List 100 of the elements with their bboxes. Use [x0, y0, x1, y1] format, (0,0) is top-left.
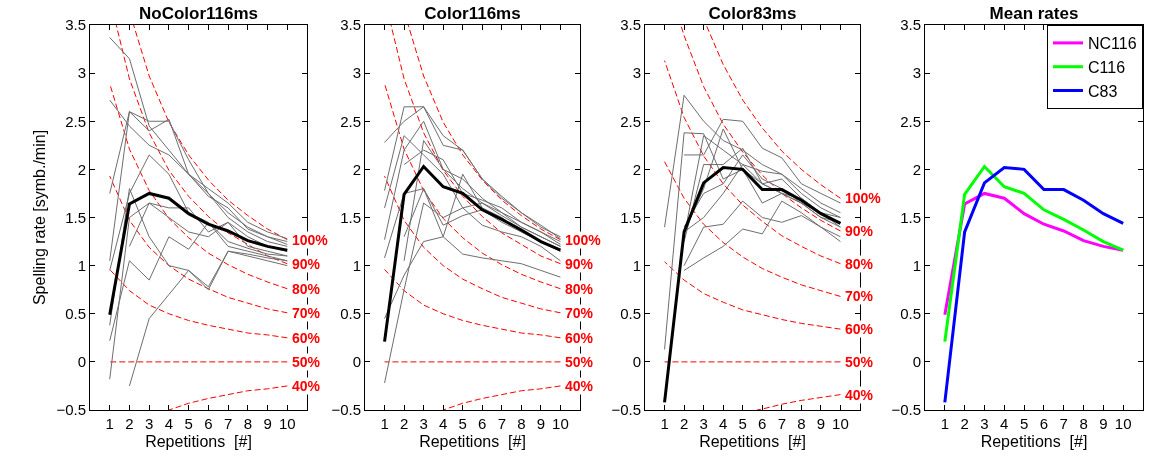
series-label: 60% [292, 330, 321, 346]
x-axis-title: Repetitions [#] [980, 432, 1088, 450]
y-tick-label: −0.5 [56, 401, 86, 419]
y-tick-label: 2 [352, 160, 361, 178]
x-tick-label: 5 [184, 415, 193, 432]
y-tick-label: 0.5 [65, 305, 86, 322]
x-tick-label: 2 [399, 415, 409, 432]
x-tick-label: 4 [439, 415, 448, 432]
y-tick-label: 2.5 [340, 112, 361, 130]
y-tick-label: 2 [77, 160, 86, 178]
x-tick-label: 8 [797, 415, 806, 432]
y-tick-label: 2.5 [620, 112, 641, 130]
x-tick-label: 6 [758, 415, 767, 432]
x-tick-label: 3 [419, 415, 428, 432]
y-tick-label: 3.5 [340, 16, 361, 34]
y-tick-label: 0 [352, 353, 361, 371]
series-label: 60% [565, 330, 594, 346]
y-tick-label: 3 [632, 64, 641, 82]
y-tick-label: 3 [352, 64, 361, 82]
x-tick-label: 5 [1019, 415, 1029, 432]
x-tick-label: 3 [980, 415, 989, 432]
y-tick-label: 3.5 [620, 16, 641, 34]
series-label: 90% [845, 223, 874, 239]
series-label: 100% [565, 232, 602, 248]
y-axis-title: Spelling rate [symb./min] [31, 129, 49, 306]
series-label: 70% [565, 305, 594, 321]
x-tick-label: 1 [105, 415, 114, 432]
y-tick-label: 1.5 [620, 208, 641, 226]
series-label: 100% [845, 190, 882, 206]
y-tick-label: 3.5 [900, 16, 921, 34]
x-tick-label: 6 [1039, 415, 1049, 432]
series-label: 50% [565, 354, 594, 370]
y-tick-label: 1 [632, 256, 641, 274]
x-tick-label: 9 [816, 415, 826, 432]
x-tick-label: 2 [960, 415, 969, 432]
legend-label: NC116 [1088, 35, 1137, 53]
y-tick-label: 2 [912, 160, 921, 178]
y-tick-label: −0.5 [331, 401, 361, 419]
series-label: 60% [845, 321, 874, 337]
x-tick-label: 4 [719, 415, 728, 432]
series-label: 70% [845, 288, 874, 304]
series-label: 50% [292, 354, 321, 370]
legend-label: C116 [1088, 58, 1126, 76]
series-label: 100% [292, 232, 329, 248]
x-tick-label: 7 [497, 415, 506, 432]
legend-label: C83 [1088, 82, 1118, 100]
y-tick-label: 0.5 [900, 305, 921, 322]
x-tick-label: 4 [164, 415, 174, 432]
y-tick-label: 0 [632, 353, 641, 371]
x-tick-label: 3 [699, 415, 708, 432]
series-label: 40% [845, 387, 874, 403]
x-tick-label: 9 [536, 415, 546, 432]
x-tick-label: 6 [204, 415, 213, 432]
x-tick-label: 2 [679, 415, 689, 432]
x-tick-label: 7 [223, 415, 233, 432]
y-tick-label: 1.5 [340, 208, 361, 226]
y-tick-label: 0.5 [340, 305, 361, 322]
y-tick-label: 1 [912, 256, 921, 274]
x-tick-label: 4 [1000, 415, 1009, 432]
x-tick-label: 1 [940, 415, 949, 432]
x-axis-title: Repetitions [#] [145, 432, 252, 450]
x-tick-label: 7 [1059, 415, 1068, 432]
series-label: 70% [292, 305, 321, 321]
x-axis-title: Repetitions [#] [419, 432, 526, 450]
y-tick-label: 2.5 [900, 112, 921, 130]
x-tick-label: 8 [1079, 415, 1088, 432]
x-tick-label: 5 [738, 415, 747, 432]
y-tick-label: 0 [77, 353, 86, 371]
series-label: 80% [292, 281, 321, 297]
y-tick-label: 1 [77, 256, 86, 274]
x-tick-label: 8 [243, 415, 252, 432]
x-tick-label: 10 [552, 415, 569, 432]
x-tick-label: 9 [1099, 415, 1108, 432]
y-tick-label: 3 [77, 64, 86, 82]
y-tick-label: 2.5 [65, 112, 86, 130]
x-tick-label: 10 [278, 415, 296, 432]
series-label: 80% [565, 281, 594, 297]
x-tick-label: 3 [145, 415, 154, 432]
x-tick-label: 8 [517, 415, 526, 432]
y-tick-label: −0.5 [891, 401, 921, 419]
y-tick-label: 0 [912, 353, 921, 371]
x-tick-label: 10 [1114, 415, 1132, 432]
series-label: 40% [292, 378, 321, 394]
series-label: 40% [565, 378, 594, 394]
x-tick-label: 5 [458, 415, 467, 432]
y-tick-label: 1.5 [900, 208, 921, 226]
x-tick-label: 6 [478, 415, 487, 432]
x-tick-label: 1 [660, 415, 669, 432]
series-label: 90% [565, 256, 594, 272]
chart-title: NoColor116ms [138, 3, 259, 23]
x-tick-label: 2 [125, 415, 134, 432]
chart-title: Mean rates [989, 3, 1079, 23]
y-tick-label: 3.5 [65, 16, 86, 34]
y-tick-label: 3 [912, 64, 921, 82]
y-tick-label: 0.5 [620, 305, 641, 322]
x-tick-label: 7 [777, 415, 786, 432]
x-tick-label: 9 [263, 415, 272, 432]
x-axis-title: Repetitions [#] [699, 432, 806, 450]
series-label: 80% [845, 256, 874, 272]
x-tick-label: 1 [380, 415, 389, 432]
